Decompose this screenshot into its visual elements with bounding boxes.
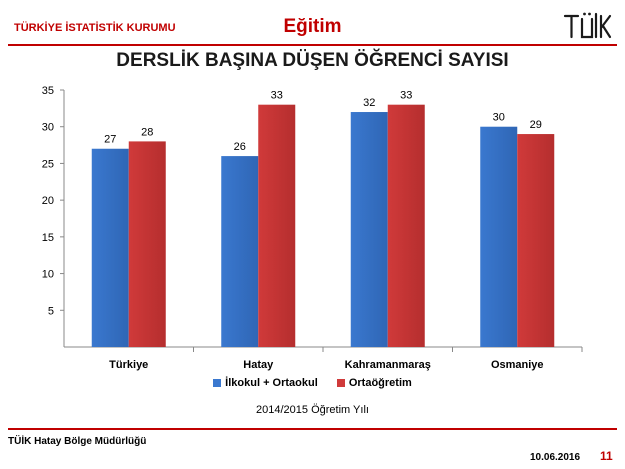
bar-ortaogretim <box>258 104 296 347</box>
y-tick-label: 5 <box>48 305 54 317</box>
page-number: 11 <box>600 449 613 463</box>
section-title: Eğitim <box>283 16 342 37</box>
y-tick-label: 15 <box>42 232 54 244</box>
slide-title: DERSLİK BAŞINA DÜŞEN ÖĞRENCİ SAYISI <box>116 50 509 71</box>
legend-swatch-ilkokul <box>213 379 222 387</box>
data-label: 29 <box>530 119 542 131</box>
tuik-logo <box>562 10 612 40</box>
y-tick-label: 20 <box>42 195 54 207</box>
x-tick-label: Türkiye <box>109 359 148 371</box>
x-tick-label: Kahramanmaraş <box>345 359 431 371</box>
y-tick-label: 35 <box>42 85 54 97</box>
data-label: 27 <box>104 134 116 146</box>
y-tick-label: 10 <box>42 269 54 281</box>
data-label: 26 <box>234 141 246 153</box>
y-tick-label: 30 <box>42 122 54 134</box>
legend-swatch-ortaogretim <box>336 379 345 387</box>
footer-date: 10.06.2016 <box>530 452 581 463</box>
bar-ilkokul <box>91 148 129 347</box>
data-label: 33 <box>400 90 412 102</box>
year-note: 2014/2015 Öğretim Yılı <box>256 404 369 416</box>
data-label: 30 <box>493 112 505 124</box>
bar-ilkokul <box>350 112 388 348</box>
org-name: TÜRKİYE İSTATİSTİK KURUMU <box>14 22 176 34</box>
bar-chart: 5 10 15 20 25 30 35 Türkiye 27 28 Hatay 26 33 Kahrama… <box>42 85 583 371</box>
legend-item-ilkokul: İlkokul + Ortaokul <box>213 377 318 389</box>
bar-ortaogretim <box>517 134 555 347</box>
footer-divider <box>8 428 617 430</box>
header-divider <box>8 44 617 46</box>
x-tick-label: Hatay <box>243 359 274 371</box>
data-label: 32 <box>363 97 375 109</box>
chart-legend: İlkokul + Ortaokul Ortaöğretim <box>0 377 625 390</box>
legend-label-ilkokul: İlkokul + Ortaokul <box>225 377 318 389</box>
y-tick-label: 25 <box>42 158 54 170</box>
bar-ilkokul <box>221 156 259 347</box>
legend-label-ortaogretim: Ortaöğretim <box>348 377 412 389</box>
footer-office: TÜİK Hatay Bölge Müdürlüğü <box>8 436 147 447</box>
bar-ortaogretim <box>128 141 166 347</box>
legend-item-ortaogretim: Ortaöğretim <box>336 377 412 389</box>
bar-ortaogretim <box>387 104 425 347</box>
data-label: 28 <box>141 126 153 138</box>
x-tick-label: Osmaniye <box>491 359 544 371</box>
data-label: 33 <box>271 90 283 102</box>
bar-ilkokul <box>480 126 518 347</box>
